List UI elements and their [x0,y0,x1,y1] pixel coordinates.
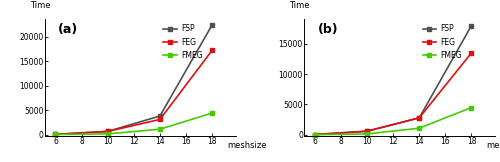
Line: FMEG: FMEG [53,111,214,137]
Text: Time: Time [289,1,310,10]
Text: (a): (a) [58,23,78,36]
FEG [416,117,422,119]
FMEG [468,107,474,109]
Line: FEG: FEG [53,48,214,137]
FEG [157,118,163,120]
FMEG [104,133,110,135]
Line: FSP: FSP [53,22,214,137]
FSP [52,133,59,135]
FSP [157,115,163,117]
FMEG [209,112,215,114]
FEG [104,130,110,132]
Line: FMEG: FMEG [312,105,474,137]
FMEG [157,128,163,130]
FEG [52,133,59,135]
FSP [209,24,215,26]
Text: (b): (b) [318,23,338,36]
FMEG [364,133,370,135]
FEG [209,49,215,51]
FEG [468,52,474,54]
X-axis label: meshsize: meshsize [486,141,500,150]
Line: FSP: FSP [312,23,474,137]
Legend: FSP, FEG, FMEG: FSP, FEG, FMEG [163,24,202,60]
FEG [364,130,370,132]
FSP [468,24,474,26]
FMEG [416,127,422,129]
Line: FEG: FEG [312,50,474,137]
FSP [364,130,370,132]
FSP [104,130,110,132]
FMEG [52,133,59,135]
FMEG [312,134,318,136]
FSP [416,117,422,119]
X-axis label: meshsize: meshsize [228,141,267,150]
Legend: FSP, FEG, FMEG: FSP, FEG, FMEG [422,24,462,60]
Text: Time: Time [30,1,50,10]
FSP [312,134,318,136]
FEG [312,134,318,136]
